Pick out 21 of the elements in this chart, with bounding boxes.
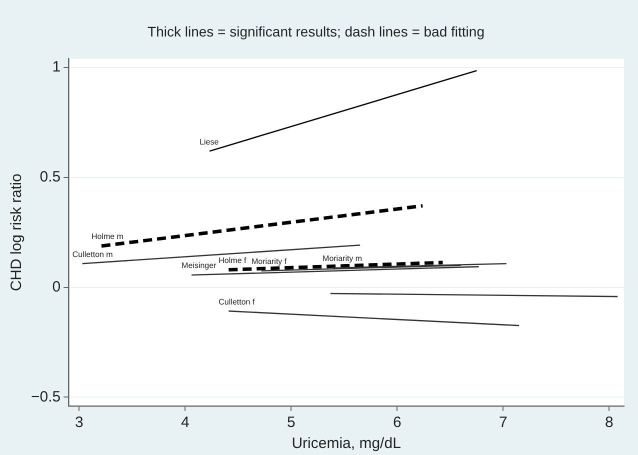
y-tick-label: 1 [52,58,61,76]
series-label: Culletton f [218,297,256,306]
series-label: Culletton m [72,250,114,259]
y-tick-label: 0.5 [40,168,61,186]
y-tick-label: −0.5 [30,388,61,406]
x-tick-label: 6 [393,414,402,432]
series-label: Liese [200,137,220,146]
x-axis-title: Uricemia, mg/dL [292,435,401,452]
y-axis-title: CHD log risk ratio [8,174,26,292]
x-tick-label: 3 [75,414,84,432]
y-tick-label: 0 [52,278,61,296]
series-label: Holme f [218,256,247,265]
series-label: Holme m [91,232,124,242]
x-tick-label: 8 [604,414,614,432]
series-label: Moriarity m [322,254,362,264]
x-tick-label: 5 [287,414,296,432]
series-label: Moriarity f [252,257,288,266]
series-label: Meisinger [182,261,217,270]
x-tick-label: 4 [181,414,190,432]
x-tick-label: 7 [499,414,508,432]
chart-title: Thick lines = significant results; dash lines = bad fitting [148,23,484,40]
